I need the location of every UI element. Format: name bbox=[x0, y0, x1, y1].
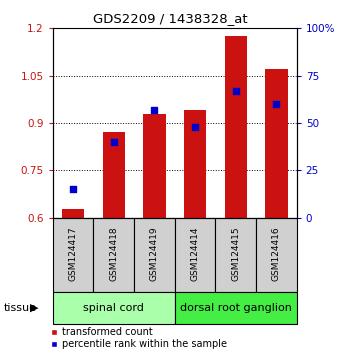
Bar bbox=[143, 114, 166, 218]
Text: ▶: ▶ bbox=[30, 303, 38, 313]
Point bbox=[111, 139, 117, 145]
Text: GSM124414: GSM124414 bbox=[191, 226, 199, 281]
Bar bbox=[184, 110, 206, 218]
Bar bbox=[62, 209, 84, 218]
Legend: transformed count, percentile rank within the sample: transformed count, percentile rank withi… bbox=[51, 327, 226, 349]
Text: GSM124419: GSM124419 bbox=[150, 226, 159, 281]
Text: GDS2209 / 1438328_at: GDS2209 / 1438328_at bbox=[93, 12, 248, 25]
Text: GSM124415: GSM124415 bbox=[231, 226, 240, 281]
Bar bbox=[216, 218, 256, 292]
Text: spinal cord: spinal cord bbox=[83, 303, 144, 313]
Bar bbox=[134, 218, 175, 292]
Bar bbox=[53, 218, 93, 292]
Text: GSM124417: GSM124417 bbox=[69, 226, 78, 281]
Bar bbox=[53, 292, 175, 324]
Point bbox=[152, 107, 157, 113]
Bar bbox=[103, 132, 125, 218]
Point bbox=[192, 124, 198, 130]
Text: GSM124416: GSM124416 bbox=[272, 226, 281, 281]
Text: tissue: tissue bbox=[3, 303, 36, 313]
Bar bbox=[175, 218, 216, 292]
Bar bbox=[224, 36, 247, 218]
Text: GSM124418: GSM124418 bbox=[109, 226, 118, 281]
Bar bbox=[256, 218, 297, 292]
Bar bbox=[175, 292, 297, 324]
Point bbox=[273, 101, 279, 107]
Bar bbox=[265, 69, 287, 218]
Bar bbox=[93, 218, 134, 292]
Text: dorsal root ganglion: dorsal root ganglion bbox=[180, 303, 292, 313]
Point bbox=[71, 187, 76, 192]
Point bbox=[233, 88, 238, 94]
